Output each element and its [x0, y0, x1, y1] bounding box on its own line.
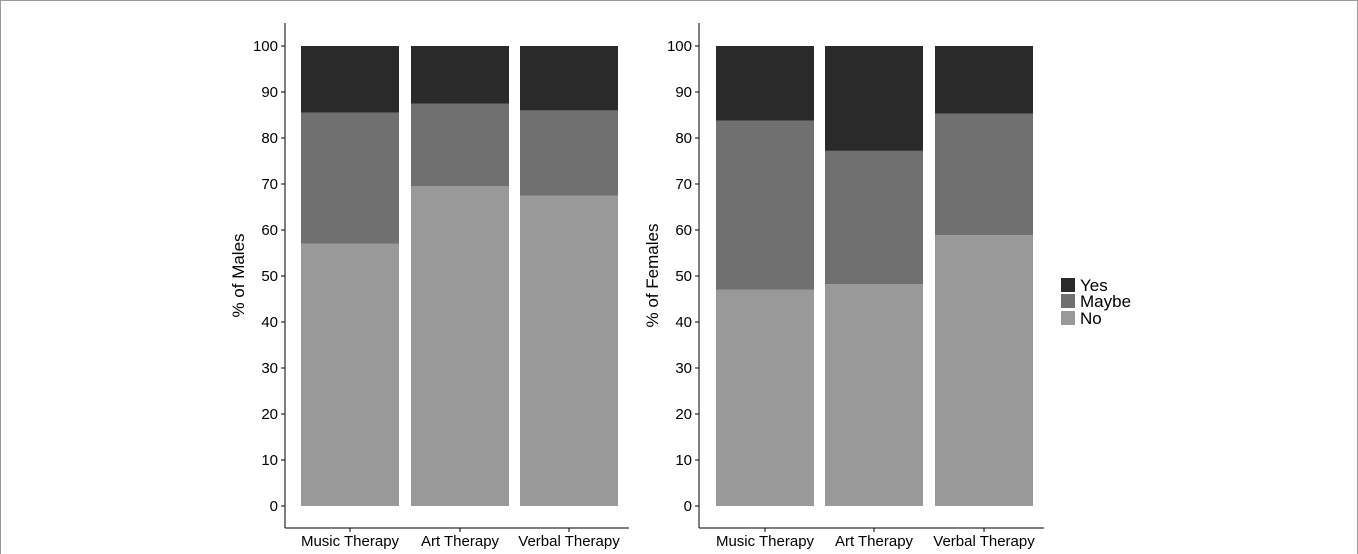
bar-verbal-therapy-yes [520, 46, 618, 111]
bar-art-therapy-yes [825, 46, 923, 151]
bar-verbal-therapy-maybe [935, 113, 1033, 236]
legend-label-yes: Yes [1080, 276, 1108, 295]
bar-verbal-therapy-no [520, 195, 618, 506]
y-tick-label: 20 [675, 406, 692, 423]
females-chart-panel: 0 10 20 30 40 50 60 70 80 90 100 Music Therapy Art T… [643, 23, 1044, 550]
x-tick-label-art-therapy: Art Therapy [421, 533, 500, 550]
y-tick-label: 60 [261, 222, 278, 239]
x-tick-label-music-therapy: Music Therapy [301, 533, 400, 550]
bar-art-therapy-yes [411, 46, 509, 104]
y-tick-label: 80 [675, 130, 692, 147]
y-tick-label: 50 [261, 268, 278, 285]
y-tick-label: 80 [261, 130, 278, 147]
bar-art-therapy-no [411, 186, 509, 507]
bar-art-therapy-maybe [825, 150, 923, 285]
bar-art-therapy-maybe [411, 103, 509, 187]
legend-label-no: No [1080, 309, 1102, 328]
legend-swatch-no [1061, 311, 1075, 325]
y-tick-label: 100 [667, 38, 692, 55]
bar-art-therapy-no [825, 284, 923, 506]
y-tick-label: 20 [261, 406, 278, 423]
y-tick-label: 30 [261, 360, 278, 377]
y-tick-label: 100 [253, 38, 278, 55]
y-tick-label: 90 [675, 84, 692, 101]
y-tick-label: 50 [675, 268, 692, 285]
x-tick-label-verbal-therapy: Verbal Therapy [933, 533, 1035, 550]
bar-music-therapy-yes [301, 46, 399, 113]
y-tick-label: 10 [675, 452, 692, 469]
bar-music-therapy-no [716, 289, 814, 506]
bar-music-therapy-yes [716, 46, 814, 121]
legend: Yes Maybe No [1061, 276, 1131, 328]
y-tick-label: 70 [675, 176, 692, 193]
y-tick-label: 90 [261, 84, 278, 101]
bar-music-therapy-maybe [716, 120, 814, 290]
legend-swatch-maybe [1061, 294, 1075, 308]
bar-music-therapy-no [301, 243, 399, 507]
bar-verbal-therapy-maybe [520, 110, 618, 196]
y-axis-title: % of Males [229, 233, 248, 317]
y-tick-label: 60 [675, 222, 692, 239]
y-tick-label: 40 [261, 314, 278, 331]
y-tick-label: 40 [675, 314, 692, 331]
bar-verbal-therapy-yes [935, 46, 1033, 114]
y-tick-label: 70 [261, 176, 278, 193]
y-tick-label: 10 [261, 452, 278, 469]
y-tick-label: 0 [684, 498, 692, 515]
bar-music-therapy-maybe [301, 112, 399, 244]
x-tick-label-music-therapy: Music Therapy [716, 533, 815, 550]
y-tick-label: 0 [270, 498, 278, 515]
legend-label-maybe: Maybe [1080, 292, 1131, 311]
x-tick-label-art-therapy: Art Therapy [835, 533, 914, 550]
y-tick-label: 30 [675, 360, 692, 377]
y-axis-title: % of Females [643, 224, 662, 328]
x-tick-label-verbal-therapy: Verbal Therapy [518, 533, 620, 550]
bar-verbal-therapy-no [935, 235, 1033, 506]
legend-swatch-yes [1061, 278, 1075, 292]
males-chart-panel: 0 10 20 30 40 50 60 70 80 90 100 Music Therapy Art T… [229, 23, 629, 550]
